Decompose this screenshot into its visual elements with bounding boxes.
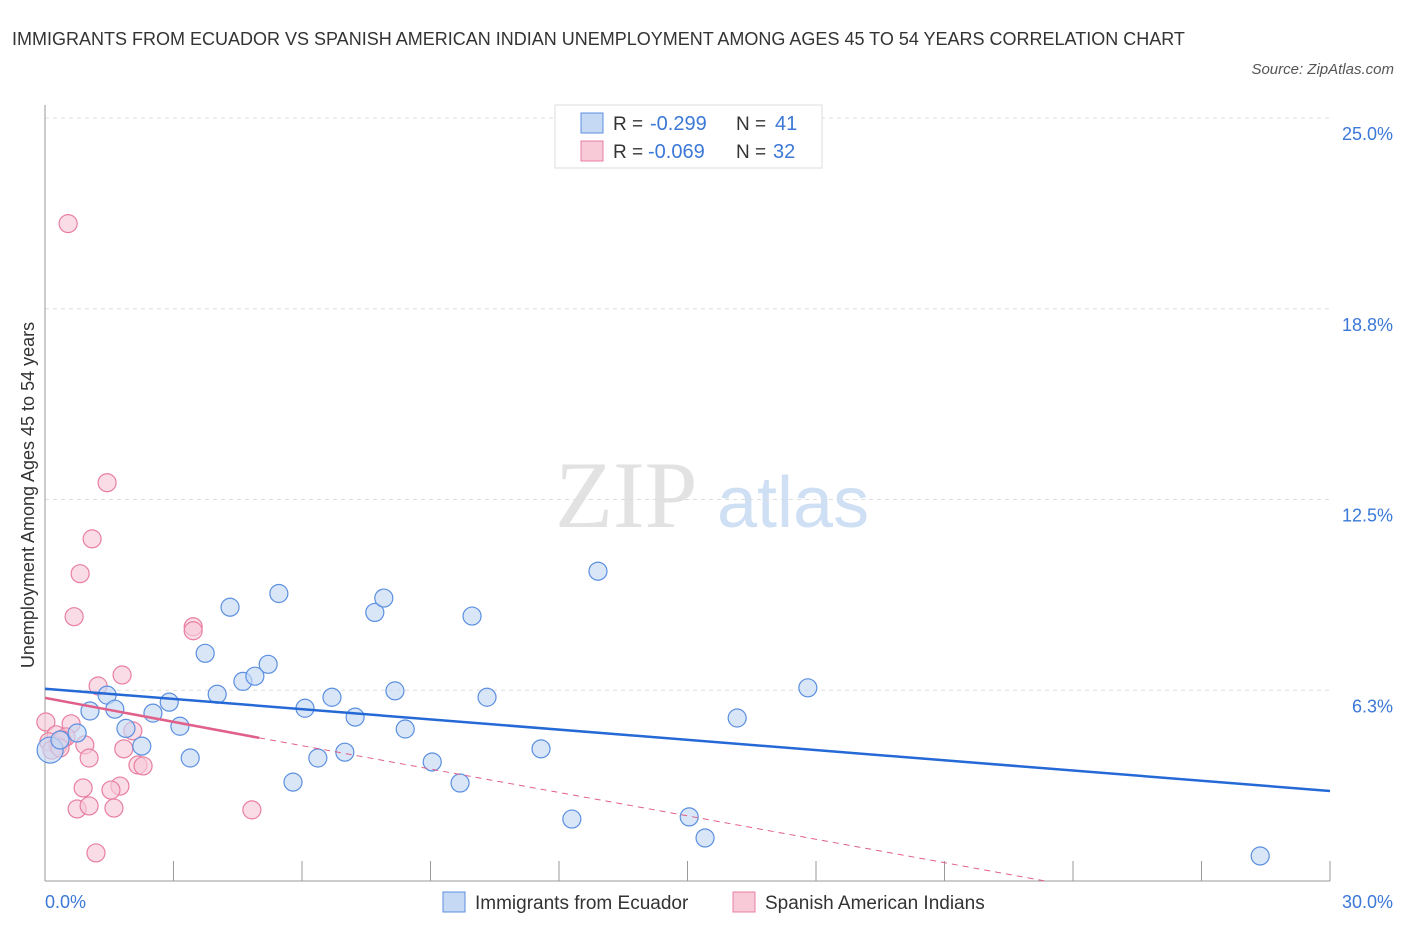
trend-line-extension [259,737,1046,882]
stats-legend: R = -0.299 N = 41 R = -0.069 N = 32 [554,104,823,169]
point-ecuador [180,748,200,768]
point-ecuador [588,561,608,581]
point-ecuador [345,707,365,727]
n-label: N = [736,142,766,163]
r-value: -0.299 [650,113,707,135]
point-spanish-american-indian [112,665,132,685]
point-ecuador [695,828,715,848]
point-ecuador [562,809,582,829]
point-spanish-american-indian [64,607,84,627]
point-ecuador [170,716,190,736]
point-ecuador [116,718,136,739]
trend-line-ecuador [44,687,1331,793]
legend-label-ecuador: Immigrants from Ecuador [475,893,689,914]
r-label: R = [613,114,643,135]
point-ecuador [269,583,289,604]
point-ecuador [727,708,747,728]
point-ecuador [207,684,227,704]
point-ecuador [50,730,70,750]
point-spanish-american-indian [114,739,134,759]
point-ecuador [422,752,442,772]
legend-swatch-spanish-american-indian [580,140,604,162]
point-spanish-american-indian [133,756,153,776]
point-ecuador [308,748,328,768]
r-label: R = [613,142,643,163]
point-ecuador [220,597,240,617]
point-ecuador [450,773,470,793]
point-ecuador [531,739,551,759]
point-spanish-american-indian [86,843,106,863]
x-tick-label-min: 0.0% [45,892,86,912]
source-label: Source: ZipAtlas.com [1251,61,1394,78]
trend-line-spanish-american-indian [44,696,260,740]
y-tick-label: 25.0% [1342,124,1393,144]
n-value: 32 [773,141,795,163]
series-legend: Immigrants from Ecuador Spanish American… [442,891,985,914]
point-spanish-american-indian [97,473,117,493]
point-ecuador [679,807,699,827]
legend-label-spanish-american-indian: Spanish American Indians [765,893,985,914]
r-value: -0.069 [648,141,705,163]
y-tick-label: 6.3% [1352,696,1393,716]
point-ecuador [322,687,342,707]
y-axis-label: Unemployment Among Ages 45 to 54 years [18,322,38,668]
point-ecuador [132,736,152,756]
point-ecuador [385,681,405,701]
point-spanish-american-indian [70,564,90,584]
legend-swatch-ecuador [442,891,466,913]
x-tick-label-max: 30.0% [1342,892,1393,912]
point-spanish-american-indian [101,780,121,800]
point-ecuador [245,666,265,686]
point-ecuador [195,643,215,663]
point-ecuador [283,772,303,792]
point-ecuador [159,692,179,712]
point-ecuador [462,606,482,626]
chart-title: IMMIGRANTS FROM ECUADOR VS SPANISH AMERI… [12,29,1185,49]
point-ecuador [798,678,818,698]
n-value: 41 [775,113,797,135]
point-ecuador [258,654,278,674]
point-ecuador [67,723,87,743]
point-spanish-american-indian [36,712,56,732]
watermark-zip: ZIP [555,442,698,548]
point-spanish-american-indian [79,748,99,768]
watermark-atlas: atlas [717,463,869,543]
point-spanish-american-indian [104,798,124,818]
point-spanish-american-indian [183,621,203,641]
point-spanish-american-indian [79,796,99,816]
point-spanish-american-indian [58,213,78,234]
n-label: N = [736,114,766,135]
point-ecuador [395,719,415,739]
legend-swatch-spanish-american-indian [732,891,756,913]
point-ecuador [477,687,497,707]
point-spanish-american-indian [242,800,262,820]
point-spanish-american-indian [82,529,102,549]
point-ecuador [365,602,385,623]
legend-swatch-ecuador [580,112,604,134]
point-spanish-american-indian [73,778,93,798]
y-tick-label: 18.8% [1342,315,1393,335]
point-ecuador [1250,846,1270,866]
point-ecuador [374,588,394,608]
y-tick-label: 12.5% [1342,506,1393,526]
